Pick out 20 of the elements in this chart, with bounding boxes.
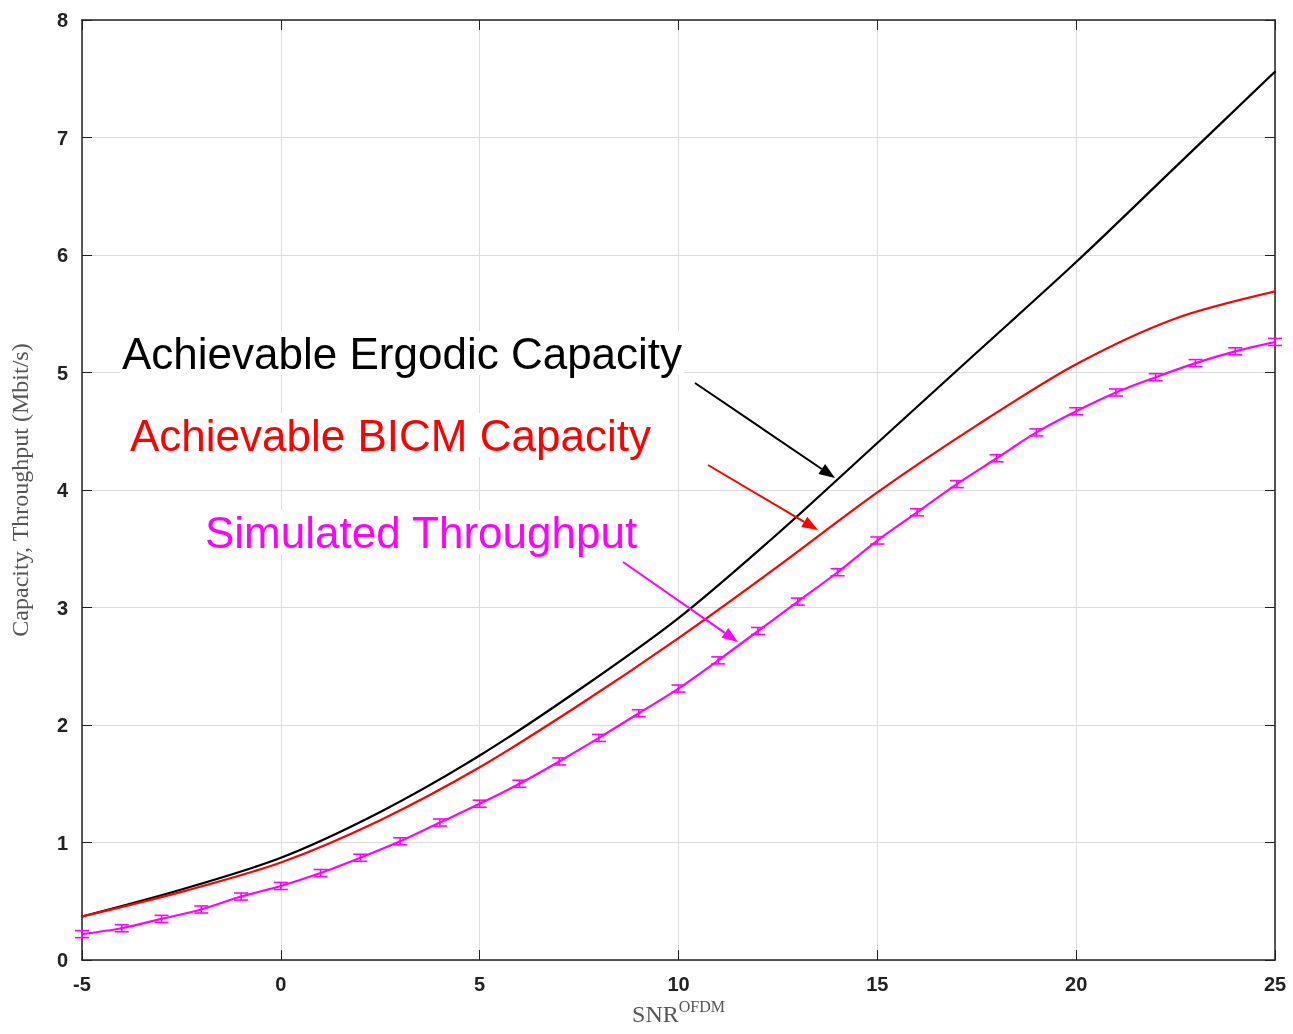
annotation: Achievable Ergodic Capacity [122, 328, 683, 378]
annotation: Achievable BICM Capacity [130, 410, 651, 460]
y-tick-label: 4 [56, 479, 69, 501]
x-tick-label: 15 [866, 973, 889, 995]
y-tick-label: 5 [56, 361, 68, 384]
x-tick-label: 10 [667, 973, 690, 995]
y-tick-label: 3 [56, 596, 68, 619]
y-tick-label: 7 [56, 126, 68, 149]
y-tick-label: 6 [56, 244, 68, 266]
x-tick-label: 25 [1263, 973, 1287, 995]
x-tick-label: 0 [275, 973, 287, 995]
y-tick-label: 1 [56, 831, 68, 854]
y-tick-label: 8 [56, 9, 68, 31]
y-tick-label: 0 [56, 949, 68, 971]
annotation: Simulated Throughput [205, 507, 638, 557]
x-tick-label: 5 [474, 973, 486, 995]
x-tick-label: -5 [73, 973, 91, 995]
y-tick-label: 2 [56, 714, 68, 736]
x-tick-label: 20 [1065, 973, 1088, 995]
y-axis-title: Capacity, Throughput (Mbit/s) [7, 343, 33, 637]
